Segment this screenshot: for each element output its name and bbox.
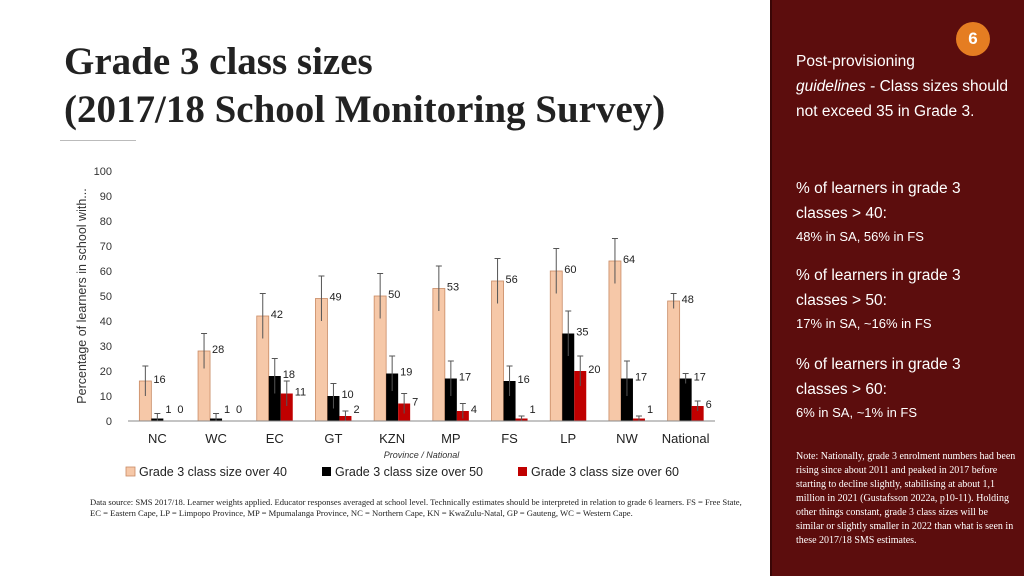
data-label: 1 [530, 404, 536, 416]
stat-value: 48% in SA, 56% in FS [796, 229, 924, 244]
stat-value: 6% in SA, ~1% in FS [796, 405, 918, 420]
x-tick-label: FS [501, 431, 518, 446]
legend-swatch [518, 467, 527, 476]
data-label: 35 [576, 327, 588, 339]
y-tick-label: 70 [100, 241, 112, 253]
data-label: 19 [400, 367, 412, 379]
data-label: 53 [447, 282, 459, 294]
y-tick-label: 90 [100, 191, 112, 203]
data-label: 42 [271, 309, 283, 321]
data-label: 4 [471, 404, 477, 416]
title-divider [60, 140, 136, 141]
data-label: 10 [341, 389, 353, 401]
x-tick-label: NC [148, 431, 167, 446]
bar [691, 406, 704, 421]
data-label: 2 [353, 404, 359, 416]
data-label: 1 [224, 404, 230, 416]
x-tick-label: WC [205, 431, 227, 446]
side-panel [770, 0, 1024, 576]
stat-over-50: % of learners in grade 3 classes > 50: 1… [796, 263, 1001, 335]
data-label: 17 [694, 372, 706, 384]
legend-swatch [322, 467, 331, 476]
data-source-note: Data source: SMS 2017/18. Learner weight… [90, 497, 742, 518]
data-label: 17 [459, 372, 471, 384]
y-tick-label: 100 [94, 166, 112, 178]
y-tick-label: 40 [100, 316, 112, 328]
stat-label: % of learners in grade 3 classes > 60: [796, 356, 961, 398]
y-tick-label: 60 [100, 266, 112, 278]
bar [608, 260, 622, 422]
bar [562, 333, 575, 421]
data-label: 49 [329, 292, 341, 304]
y-tick-label: 30 [100, 341, 112, 353]
bar [280, 393, 293, 421]
data-label: 1 [647, 404, 653, 416]
y-tick-label: 10 [100, 391, 112, 403]
x-tick-label: NW [616, 431, 638, 446]
data-label: 0 [236, 404, 242, 416]
data-label: 56 [506, 274, 518, 286]
x-tick-label: KZN [379, 431, 405, 446]
guideline-text: Post-provisioning guidelines - Class size… [796, 49, 1011, 124]
data-label: 20 [588, 364, 600, 376]
bar [268, 376, 281, 421]
bar [444, 378, 457, 421]
y-axis-title: Percentage of learners in school with... [75, 188, 89, 403]
legend-label: Grade 3 class size over 40 [139, 465, 287, 479]
y-tick-label: 50 [100, 291, 112, 303]
bar [667, 300, 681, 422]
bar [503, 381, 516, 421]
x-tick-label: LP [560, 431, 576, 446]
title-line-2: (2017/18 School Monitoring Survey) [64, 88, 666, 131]
slide-title: Grade 3 class sizes (2017/18 School Moni… [64, 38, 665, 134]
x-tick-label: MP [441, 431, 461, 446]
stat-value: 17% in SA, ~16% in FS [796, 316, 932, 331]
x-tick-label: National [662, 431, 710, 446]
data-label: 50 [388, 289, 400, 301]
guideline-italic: guidelines [796, 78, 866, 95]
x-axis-title: Province / National [384, 450, 461, 460]
stat-label: % of learners in grade 3 classes > 40: [796, 180, 961, 222]
data-label: 18 [283, 369, 295, 381]
stat-label: % of learners in grade 3 classes > 50: [796, 267, 961, 309]
bar [574, 371, 587, 421]
legend-label: Grade 3 class size over 50 [335, 465, 483, 479]
data-label: 17 [635, 372, 647, 384]
title-line-1: Grade 3 class sizes [64, 40, 373, 83]
guideline-rest: - Class sizes should not exceed 35 in Gr… [796, 78, 1008, 120]
y-tick-label: 80 [100, 216, 112, 228]
y-tick-label: 0 [106, 416, 112, 428]
data-label: 7 [412, 397, 418, 409]
data-label: 64 [623, 254, 635, 266]
data-label: 16 [153, 374, 165, 386]
legend-swatch [125, 466, 136, 477]
data-label: 1 [165, 404, 171, 416]
legend-label: Grade 3 class size over 60 [531, 465, 679, 479]
x-tick-label: EC [266, 431, 284, 446]
bar [679, 378, 692, 421]
slide-number-badge: 6 [956, 22, 990, 56]
x-tick-label: GT [324, 431, 342, 446]
bar [386, 373, 399, 421]
data-label: 11 [295, 387, 306, 399]
data-label: 48 [682, 294, 694, 306]
data-label: 60 [564, 264, 576, 276]
data-label: 6 [706, 399, 712, 411]
data-label: 16 [518, 374, 530, 386]
stat-over-40: % of learners in grade 3 classes > 40: 4… [796, 176, 1001, 248]
stat-over-60: % of learners in grade 3 classes > 60: 6… [796, 352, 1001, 424]
bar [620, 378, 633, 421]
data-label: 0 [177, 404, 183, 416]
data-label: 28 [212, 344, 224, 356]
guideline-prefix: Post-provisioning [796, 53, 915, 70]
enrolment-note: Note: Nationally, grade 3 enrolment numb… [796, 451, 1016, 546]
y-tick-label: 20 [100, 366, 112, 378]
